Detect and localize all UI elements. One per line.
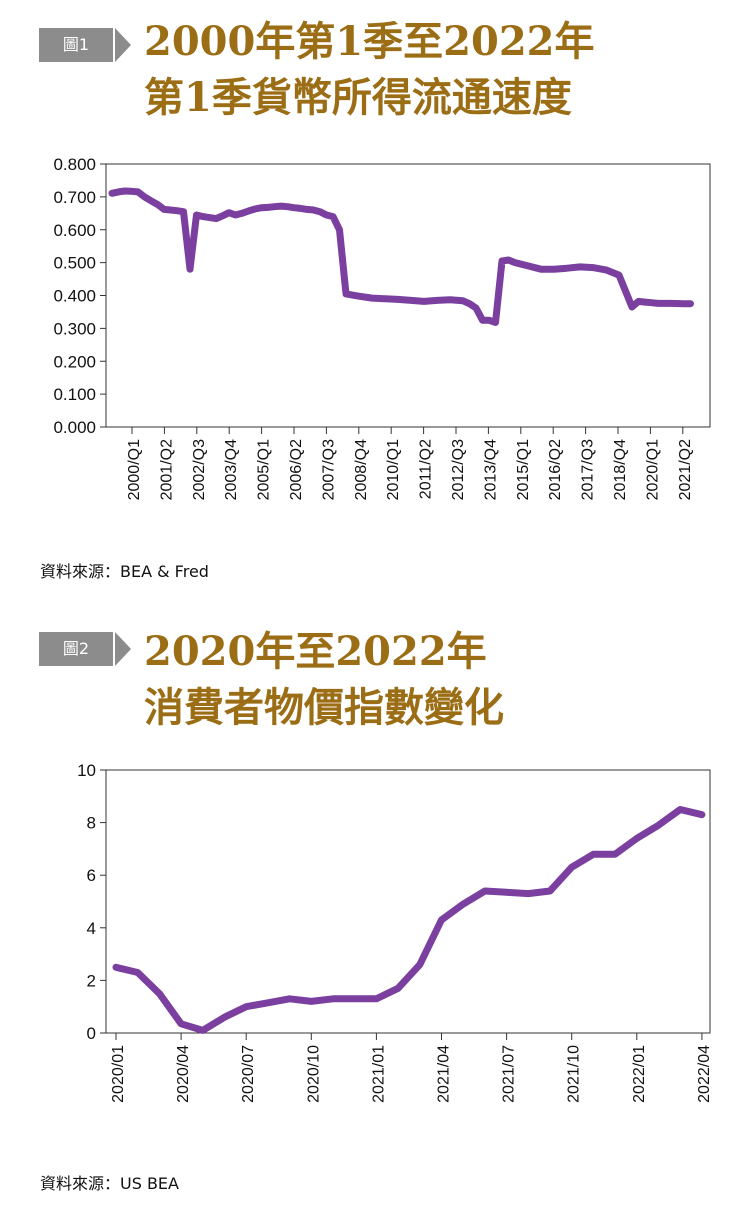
x-tick-label: 2020/Q1 bbox=[644, 439, 661, 500]
figure-1-tag-arrow-icon bbox=[115, 28, 131, 62]
figure-1-tag-label: 圖1 bbox=[39, 28, 113, 62]
y-tick-label: 0.000 bbox=[53, 418, 96, 437]
x-tick-label: 2008/Q4 bbox=[353, 439, 370, 500]
x-tick-label: 2007/Q3 bbox=[320, 439, 337, 500]
figure-1-title: 2000年第1季至2022年 第1季貨幣所得流通速度 bbox=[144, 14, 595, 126]
figure-2-tag-label: 圖2 bbox=[39, 632, 113, 666]
x-tick-label: 2002/Q3 bbox=[191, 439, 208, 500]
x-tick-label: 2005/Q1 bbox=[256, 439, 273, 500]
figure-1-title-line-2: 第1季貨幣所得流通速度 bbox=[144, 74, 572, 121]
figure-1-title-line-1: 2000年第1季至2022年 bbox=[144, 18, 595, 65]
x-tick-label: 2020/07 bbox=[240, 1045, 257, 1103]
x-tick-label: 2021/Q2 bbox=[677, 439, 694, 500]
y-tick-label: 0.200 bbox=[53, 352, 96, 371]
plot-frame bbox=[105, 163, 711, 428]
figure-2-title-line-2: 消費者物價指數變化 bbox=[144, 684, 504, 731]
y-tick-label: 0.800 bbox=[53, 155, 96, 174]
x-tick-label: 2020/04 bbox=[175, 1045, 192, 1103]
plot-frame bbox=[105, 769, 711, 1034]
y-tick-label: 0.500 bbox=[53, 254, 96, 273]
x-tick-label: 2021/10 bbox=[566, 1045, 583, 1103]
figure-2-source: 資料來源：US BEA bbox=[40, 1174, 179, 1193]
x-tick-label: 2021/04 bbox=[436, 1045, 453, 1103]
series-line-1 bbox=[108, 187, 694, 326]
y-tick-label: 8 bbox=[87, 814, 96, 833]
figure-2-title-line-1: 2020年至2022年 bbox=[144, 628, 487, 675]
x-tick-label: 2022/04 bbox=[696, 1045, 713, 1103]
x-tick-label: 2015/Q1 bbox=[515, 439, 532, 500]
y-tick-label: 0.600 bbox=[53, 221, 96, 240]
y-tick-label: 0.400 bbox=[53, 287, 96, 306]
x-tick-label: 2017/Q3 bbox=[580, 439, 597, 500]
y-tick-label: 4 bbox=[87, 919, 96, 938]
x-tick-label: 2018/Q4 bbox=[612, 439, 629, 500]
x-tick-label: 2020/10 bbox=[305, 1045, 322, 1103]
y-tick-label: 2 bbox=[87, 971, 96, 990]
x-tick-label: 2013/Q4 bbox=[482, 439, 499, 500]
figure-2-tag-arrow-icon bbox=[115, 632, 131, 666]
y-tick-label: 0.700 bbox=[53, 188, 96, 207]
y-tick-label: 6 bbox=[87, 866, 96, 885]
x-tick-label: 2010/Q1 bbox=[385, 439, 402, 500]
y-tick-label: 10 bbox=[77, 761, 96, 780]
series-line-1 bbox=[112, 806, 706, 1034]
y-tick-label: 0.100 bbox=[53, 385, 96, 404]
x-tick-label: 2012/Q3 bbox=[450, 439, 467, 500]
chart-2: 0 2 4 6 8 10 2020/01 2020/04 2020/07 2020/10 2021/… bbox=[77, 761, 713, 1103]
x-tick-label: 2011/Q2 bbox=[418, 439, 435, 499]
x-tick-label: 2001/Q2 bbox=[158, 439, 175, 500]
x-tick-label: 2006/Q2 bbox=[288, 439, 305, 500]
x-tick-label: 2021/01 bbox=[370, 1045, 387, 1103]
figure-1-source: 資料來源：BEA & Fred bbox=[40, 562, 209, 581]
x-tick-label: 2016/Q2 bbox=[547, 439, 564, 500]
chart-1: 0.000 0.100 0.200 0.300 0.400 0.500 0.600 0.700… bbox=[53, 155, 711, 500]
x-tick-label: 2022/01 bbox=[631, 1045, 648, 1103]
x-tick-label: 2000/Q1 bbox=[126, 439, 143, 500]
x-tick-label: 2021/07 bbox=[501, 1045, 518, 1103]
x-tick-label: 2020/01 bbox=[110, 1045, 127, 1103]
figure-2-title: 2020年至2022年 消費者物價指數變化 bbox=[144, 624, 504, 736]
y-tick-label: 0 bbox=[87, 1024, 96, 1043]
x-tick-label: 2003/Q4 bbox=[223, 439, 240, 500]
y-tick-label: 0.300 bbox=[53, 319, 96, 338]
